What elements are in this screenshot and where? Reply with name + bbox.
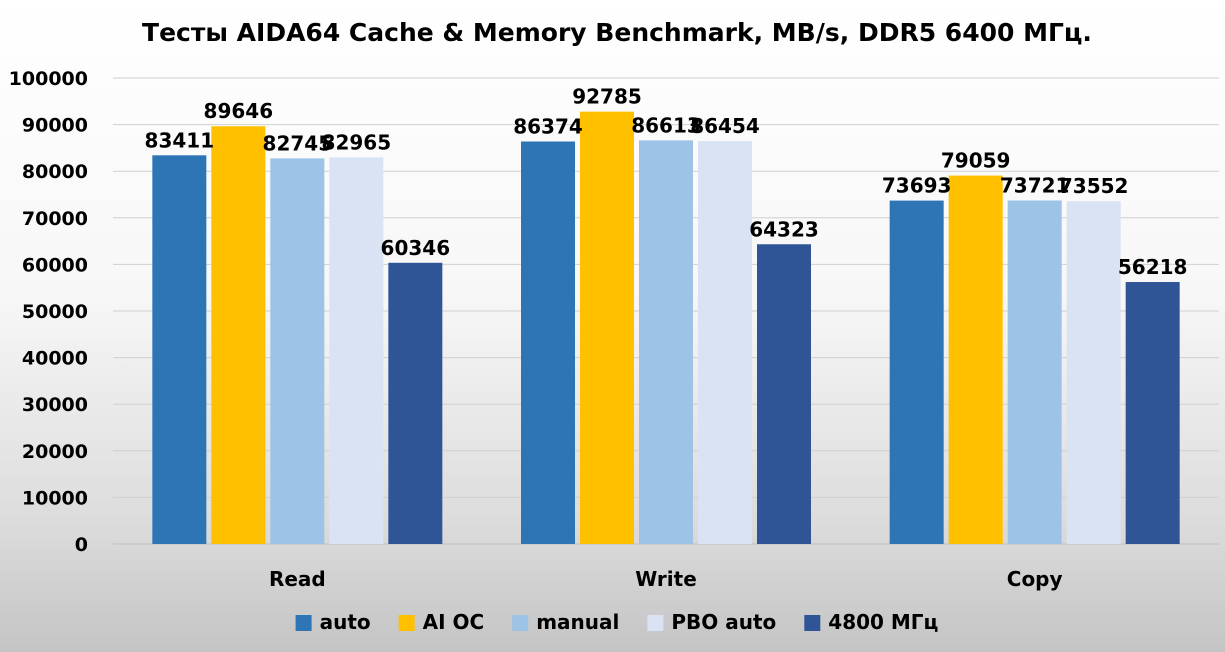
bar-pbo-auto-copy [1066, 201, 1121, 544]
legend-swatch [804, 615, 821, 631]
y-tick-label: 0 [75, 534, 88, 556]
data-label: 73693 [882, 174, 952, 198]
y-tick-label: 60000 [22, 254, 88, 276]
bar-auto-write [521, 141, 575, 544]
chart-title: Тесты AIDA64 Cache & Memory Benchmark, M… [142, 18, 1092, 47]
bar-auto-read [152, 155, 207, 544]
data-label: 64323 [749, 217, 819, 241]
x-category-label: Write [635, 567, 697, 591]
y-tick-label: 30000 [22, 394, 88, 416]
y-tick-label: 80000 [22, 161, 88, 183]
legend-swatch [647, 615, 664, 631]
legend-label: 4800 МГц [828, 610, 938, 634]
data-label: 56218 [1118, 255, 1188, 279]
legend-label: auto [320, 610, 371, 634]
bar-ai-oc-read [211, 126, 266, 545]
legend-label: AI OC [423, 610, 485, 634]
data-label: 83411 [145, 128, 215, 152]
data-label: 60346 [381, 236, 451, 260]
bar-ai-oc-copy [948, 175, 1003, 544]
y-tick-label: 90000 [22, 115, 88, 137]
data-label: 89646 [204, 99, 274, 123]
legend: auto AI OC manual PBO auto 4800 МГц [295, 610, 938, 634]
bar-ai-oc-write [580, 111, 634, 545]
y-tick-label: 50000 [22, 301, 88, 323]
legend-swatch [295, 615, 312, 631]
y-axis-ticks: 0 10000 20000 30000 40000 50000 60000 70000 8000… [9, 68, 88, 556]
legend-label: PBO auto [671, 610, 776, 634]
x-category-label: Copy [1007, 567, 1063, 591]
y-tick-label: 10000 [22, 487, 88, 509]
bar-pbo-auto-write [698, 141, 752, 544]
y-tick-label: 70000 [22, 208, 88, 230]
legend-label: manual [536, 610, 619, 634]
data-label: 73552 [1059, 174, 1129, 198]
legend-swatch [398, 615, 415, 631]
data-label: 86454 [690, 114, 760, 138]
bar-auto-copy [889, 200, 944, 544]
bar-manual-write [639, 140, 693, 544]
x-category-label: Read [269, 567, 326, 591]
bar-pbo-auto-read [329, 157, 384, 544]
bar-4800-мгц-copy [1125, 282, 1180, 544]
data-label: 82965 [322, 130, 392, 154]
data-label: 86374 [513, 114, 583, 138]
data-label: 73721 [1000, 173, 1070, 197]
y-tick-label: 20000 [22, 441, 88, 463]
bar-manual-copy [1007, 200, 1062, 544]
data-label: 86613 [631, 113, 701, 137]
bar-4800-мгц-write [757, 244, 811, 544]
y-tick-label: 40000 [22, 348, 88, 370]
data-label: 82745 [263, 131, 333, 155]
bar-4800-мгц-read [388, 262, 443, 544]
data-label: 92785 [572, 85, 642, 109]
legend-swatch [512, 615, 529, 631]
bars [152, 111, 1180, 545]
bar-manual-read [270, 158, 325, 544]
data-label: 79059 [941, 149, 1011, 173]
y-tick-label: 100000 [9, 68, 88, 90]
x-axis-categories: Read Write Copy [269, 567, 1063, 591]
